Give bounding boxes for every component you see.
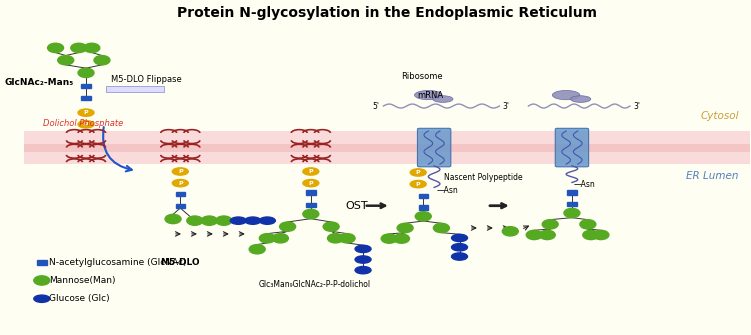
Bar (176, 204, 185, 208)
Circle shape (355, 245, 371, 253)
Ellipse shape (94, 56, 110, 65)
Bar (306, 190, 315, 195)
Ellipse shape (542, 220, 558, 229)
Text: ER Lumen: ER Lumen (686, 171, 739, 181)
Ellipse shape (552, 90, 580, 100)
Text: P: P (416, 182, 421, 187)
Text: P: P (178, 169, 182, 174)
Ellipse shape (249, 245, 265, 254)
Bar (24, 131, 749, 164)
Bar (81, 95, 91, 100)
Ellipse shape (165, 214, 181, 224)
Text: —Asn: —Asn (436, 186, 458, 195)
Bar (418, 194, 428, 198)
Text: —Asn: —Asn (574, 180, 596, 189)
Text: 3': 3' (502, 102, 509, 111)
Text: Mannose(Man): Mannose(Man) (49, 276, 116, 285)
Ellipse shape (259, 233, 276, 243)
Circle shape (451, 244, 467, 251)
Text: M5-DLO Flippase: M5-DLO Flippase (111, 75, 182, 84)
Bar (306, 203, 315, 207)
Ellipse shape (84, 43, 100, 53)
Text: 5': 5' (372, 102, 380, 111)
Ellipse shape (58, 56, 74, 65)
Circle shape (303, 180, 319, 187)
Text: Glc₃Man₉GlcNAc₂-P-P-dolichol: Glc₃Man₉GlcNAc₂-P-P-dolichol (258, 280, 370, 289)
Text: Cytosol: Cytosol (700, 111, 739, 121)
Bar (567, 190, 577, 195)
Ellipse shape (580, 220, 596, 229)
FancyBboxPatch shape (555, 128, 589, 167)
Ellipse shape (273, 233, 288, 243)
Ellipse shape (571, 96, 591, 103)
Ellipse shape (382, 234, 397, 243)
Ellipse shape (327, 233, 343, 243)
Ellipse shape (187, 216, 203, 225)
Text: mRNA: mRNA (418, 91, 444, 100)
Ellipse shape (34, 276, 50, 285)
Circle shape (34, 295, 50, 303)
Text: Dolichol Phosphate: Dolichol Phosphate (43, 119, 122, 128)
Circle shape (355, 267, 371, 274)
Ellipse shape (415, 212, 431, 221)
Ellipse shape (526, 230, 542, 240)
Ellipse shape (71, 43, 87, 53)
Ellipse shape (394, 234, 409, 243)
Text: P: P (309, 181, 313, 186)
Text: Nascent Polypeptide: Nascent Polypeptide (445, 173, 523, 182)
Text: N-acetylglucosamine (GlcNAc): N-acetylglucosamine (GlcNAc) (49, 258, 186, 267)
Circle shape (410, 169, 426, 176)
Ellipse shape (279, 222, 296, 231)
Bar (107, 86, 164, 92)
Text: Protein N-glycosylation in the Endoplasmic Reticulum: Protein N-glycosylation in the Endoplasm… (177, 6, 597, 20)
Ellipse shape (433, 96, 453, 103)
Text: P: P (83, 122, 89, 127)
Text: OST: OST (345, 201, 368, 211)
Circle shape (410, 181, 426, 188)
Ellipse shape (216, 216, 232, 225)
Ellipse shape (78, 68, 94, 77)
Text: Glucose (Glc): Glucose (Glc) (49, 294, 110, 303)
Ellipse shape (397, 223, 413, 232)
Ellipse shape (502, 227, 518, 236)
Ellipse shape (564, 208, 580, 218)
Ellipse shape (303, 209, 319, 219)
Ellipse shape (201, 216, 217, 225)
Circle shape (78, 121, 94, 128)
FancyBboxPatch shape (418, 128, 451, 167)
Text: P: P (416, 170, 421, 175)
Bar (24, 144, 749, 151)
Circle shape (78, 109, 94, 116)
Bar (81, 84, 91, 88)
Ellipse shape (323, 222, 339, 231)
Circle shape (172, 180, 189, 187)
Ellipse shape (593, 230, 609, 240)
Circle shape (172, 168, 189, 175)
Text: M5-DLO: M5-DLO (160, 258, 200, 267)
Circle shape (245, 217, 261, 224)
Circle shape (231, 217, 246, 224)
Text: Ribosome: Ribosome (402, 72, 443, 81)
Ellipse shape (583, 230, 599, 240)
Text: P: P (309, 169, 313, 174)
Text: GlcNAc₂-Man₅: GlcNAc₂-Man₅ (5, 78, 74, 87)
Circle shape (451, 253, 467, 260)
Ellipse shape (433, 223, 449, 232)
Circle shape (303, 168, 319, 175)
Text: 3': 3' (634, 102, 641, 111)
Ellipse shape (539, 230, 555, 240)
Bar (567, 202, 577, 206)
Circle shape (259, 217, 276, 224)
Ellipse shape (47, 43, 64, 53)
Bar (418, 205, 428, 209)
Ellipse shape (339, 233, 355, 243)
Text: P: P (178, 181, 182, 186)
Circle shape (355, 256, 371, 263)
Text: P: P (83, 110, 89, 115)
Circle shape (451, 234, 467, 242)
Bar (37, 260, 47, 265)
Ellipse shape (415, 90, 442, 100)
Bar (176, 192, 185, 196)
